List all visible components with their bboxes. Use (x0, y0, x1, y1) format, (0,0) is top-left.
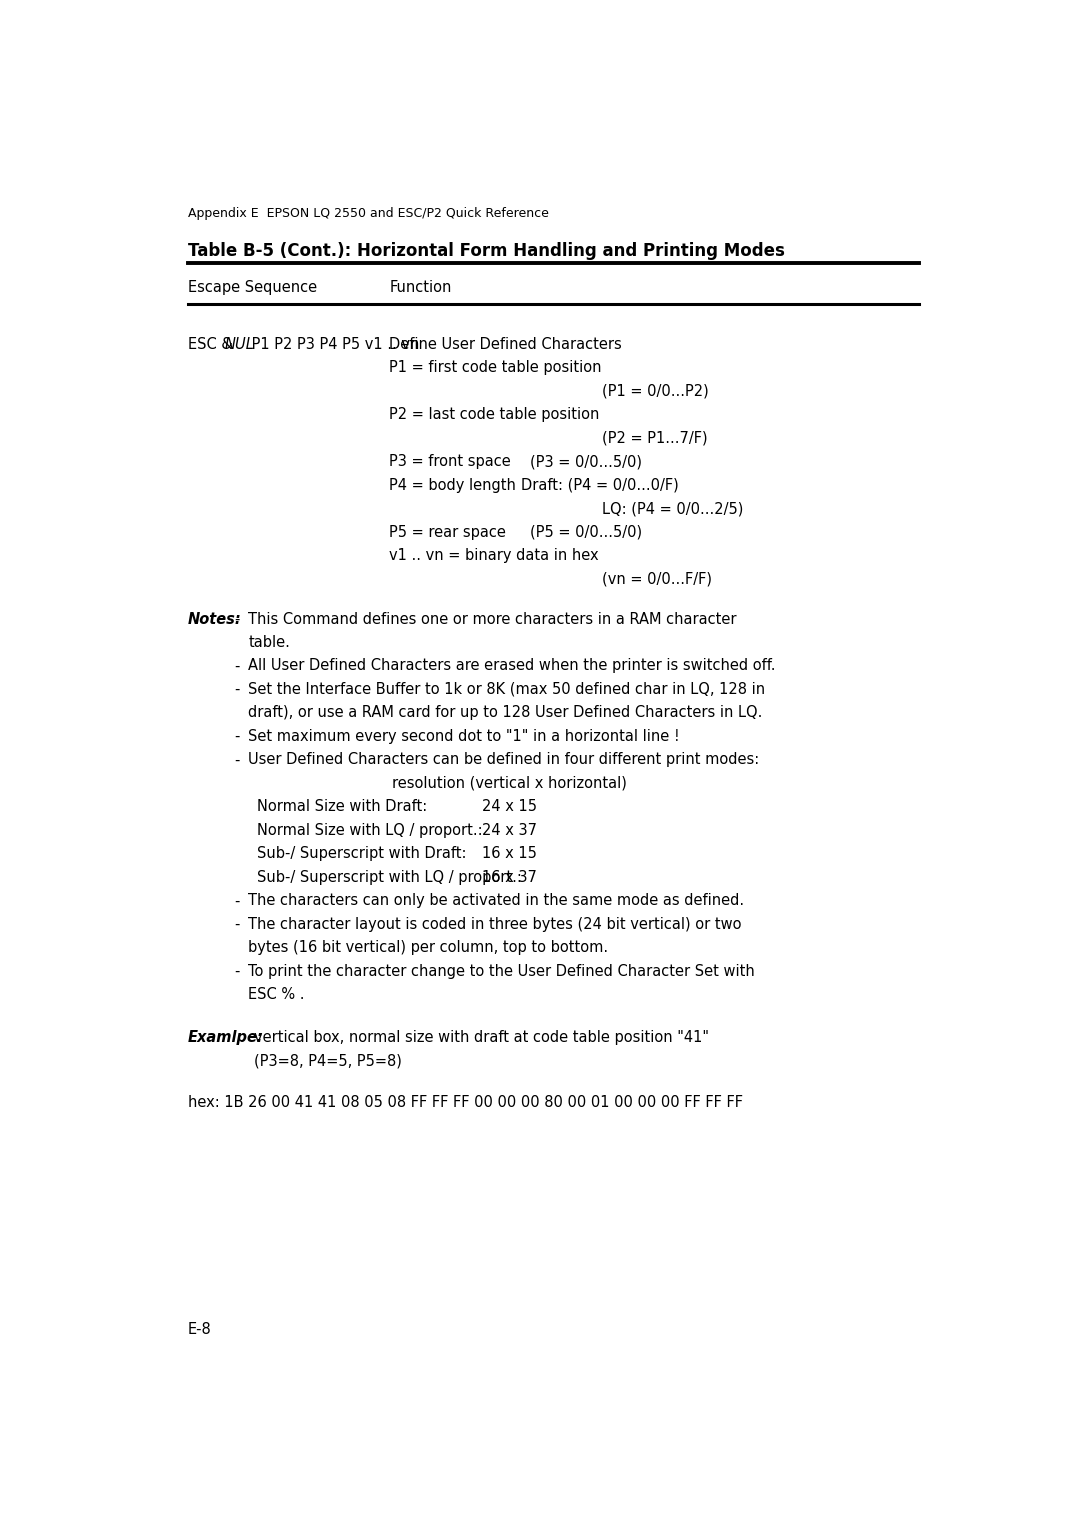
Text: (vn = 0/0...F/F): (vn = 0/0...F/F) (603, 571, 713, 586)
Text: This Command defines one or more characters in a RAM character: This Command defines one or more charact… (248, 612, 737, 627)
Text: (P3=8, P4=5, P5=8): (P3=8, P4=5, P5=8) (255, 1053, 402, 1068)
Text: table.: table. (248, 635, 291, 650)
Text: Normal Size with LQ / proport.:: Normal Size with LQ / proport.: (257, 823, 483, 839)
Text: (P5 = 0/0...5/0): (P5 = 0/0...5/0) (530, 525, 643, 539)
Text: v1 .. vn = binary data in hex: v1 .. vn = binary data in hex (389, 548, 598, 563)
Text: hex: 1B 26 00 41 41 08 05 08 FF FF FF 00 00 00 80 00 01 00 00 00 FF FF FF: hex: 1B 26 00 41 41 08 05 08 FF FF FF 00… (188, 1096, 743, 1111)
Text: 24 x 37: 24 x 37 (482, 823, 537, 839)
Text: -: - (234, 916, 240, 931)
Text: P1 = first code table position: P1 = first code table position (389, 361, 602, 374)
Text: P2 = last code table position: P2 = last code table position (389, 406, 599, 422)
Text: LQ: (P4 = 0/0...2/5): LQ: (P4 = 0/0...2/5) (603, 501, 744, 516)
Text: ESC &: ESC & (188, 336, 238, 352)
Text: Escape Sequence: Escape Sequence (188, 280, 316, 295)
Text: E-8: E-8 (188, 1323, 212, 1338)
Text: (P3 = 0/0...5/0): (P3 = 0/0...5/0) (530, 454, 643, 469)
Text: Normal Size with Draft:: Normal Size with Draft: (257, 799, 428, 814)
Text: Set the Interface Buffer to 1k or 8K (max 50 defined char in LQ, 128 in: Set the Interface Buffer to 1k or 8K (ma… (248, 682, 766, 697)
Text: -: - (234, 963, 240, 979)
Text: P4 = body length: P4 = body length (389, 478, 516, 493)
Text: -: - (234, 752, 240, 767)
Text: -: - (234, 893, 240, 909)
Text: P3 = front space: P3 = front space (389, 454, 511, 469)
Text: vertical box, normal size with draft at code table position "41": vertical box, normal size with draft at … (255, 1030, 710, 1044)
Text: 16 x 37: 16 x 37 (482, 871, 537, 884)
Text: All User Defined Characters are erased when the printer is switched off.: All User Defined Characters are erased w… (248, 659, 775, 674)
Text: Sub-/ Superscript with LQ / proport.:: Sub-/ Superscript with LQ / proport.: (257, 871, 523, 884)
Text: (P1 = 0/0...P2): (P1 = 0/0...P2) (603, 384, 710, 399)
Text: Sub-/ Superscript with Draft:: Sub-/ Superscript with Draft: (257, 846, 467, 861)
Text: -: - (234, 729, 240, 744)
Text: The characters can only be activated in the same mode as defined.: The characters can only be activated in … (248, 893, 744, 909)
Text: (P2 = P1...7/F): (P2 = P1...7/F) (603, 431, 708, 446)
Text: Table B-5 (Cont.): Horizontal Form Handling and Printing Modes: Table B-5 (Cont.): Horizontal Form Handl… (188, 242, 784, 260)
Text: Appendix E  EPSON LQ 2550 and ESC/P2 Quick Reference: Appendix E EPSON LQ 2550 and ESC/P2 Quic… (188, 207, 549, 221)
Text: Set maximum every second dot to "1" in a horizontal line !: Set maximum every second dot to "1" in a… (248, 729, 680, 744)
Text: bytes (16 bit vertical) per column, top to bottom.: bytes (16 bit vertical) per column, top … (248, 941, 608, 956)
Text: -: - (234, 682, 240, 697)
Text: User Defined Characters can be defined in four different print modes:: User Defined Characters can be defined i… (248, 752, 759, 767)
Text: P1 P2 P3 P4 P5 v1 .. vn: P1 P2 P3 P4 P5 v1 .. vn (247, 336, 420, 352)
Text: draft), or use a RAM card for up to 128 User Defined Characters in LQ.: draft), or use a RAM card for up to 128 … (248, 706, 762, 720)
Text: resolution (vertical x horizontal): resolution (vertical x horizontal) (392, 776, 626, 791)
Text: -: - (234, 659, 240, 674)
Text: 24 x 15: 24 x 15 (482, 799, 537, 814)
Text: Define User Defined Characters: Define User Defined Characters (389, 336, 622, 352)
Text: ESC % .: ESC % . (248, 988, 305, 1003)
Text: Notes:: Notes: (188, 612, 242, 627)
Text: 16 x 15: 16 x 15 (482, 846, 537, 861)
Text: The character layout is coded in three bytes (24 bit vertical) or two: The character layout is coded in three b… (248, 916, 742, 931)
Text: -: - (234, 612, 240, 627)
Text: NUL: NUL (225, 336, 255, 352)
Text: Examlpe:: Examlpe: (188, 1030, 264, 1044)
Text: Function: Function (389, 280, 451, 295)
Text: Draft: (P4 = 0/0...0/F): Draft: (P4 = 0/0...0/F) (521, 478, 678, 493)
Text: To print the character change to the User Defined Character Set with: To print the character change to the Use… (248, 963, 755, 979)
Text: P5 = rear space: P5 = rear space (389, 525, 507, 539)
